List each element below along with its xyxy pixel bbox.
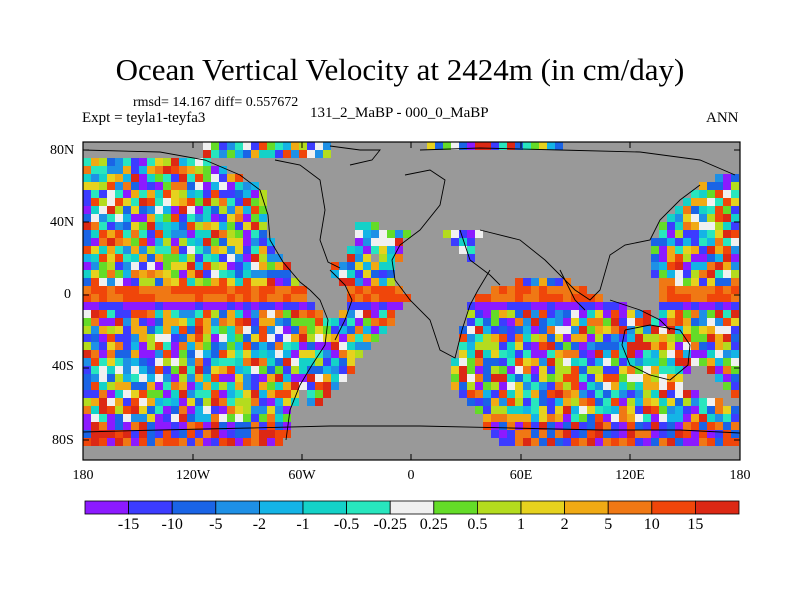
lon-label-120w: 120W [175, 468, 211, 483]
season-text: ANN [706, 110, 739, 126]
map-title: Ocean Vertical Velocity at 2424m (in cm/… [115, 52, 685, 87]
colorbar-label: 10 [643, 516, 660, 533]
colorbar-label: 15 [687, 516, 704, 533]
colorbar-label: -10 [161, 516, 183, 533]
lon-label-60e: 60E [509, 468, 533, 483]
colorbar-swatch [564, 500, 609, 515]
colorbar-swatch [476, 500, 522, 515]
colorbar-label: 5 [604, 516, 613, 533]
colorbar-label: -0.25 [373, 516, 407, 533]
lon-label-120e: 120E [615, 468, 645, 483]
colorbar-label: -5 [209, 516, 223, 533]
stats-text: rmsd= 14.167 diff= 0.557672 [133, 95, 299, 110]
colorbar-swatch [520, 500, 565, 515]
lat-label-40n: 40N [50, 215, 75, 230]
lon-label-0: 0 [407, 468, 415, 483]
lon-label-180e: 180 [729, 468, 751, 483]
colorbar-label: 2 [560, 516, 569, 533]
experiment-text: Expt = teyla1-teyfa3 [82, 110, 206, 126]
colorbar-label: -0.5 [333, 516, 360, 533]
colorbar-swatch [433, 500, 478, 515]
colorbar-label: 0.25 [419, 516, 448, 533]
colorbar-label: 1 [517, 516, 525, 533]
colorbar-swatch [651, 500, 696, 515]
colorbar-swatch [84, 500, 129, 515]
colorbar-swatch [607, 500, 653, 515]
lat-label-80s: 80S [52, 433, 74, 448]
colorbar-swatch [128, 500, 173, 515]
case-text: 131_2_MaBP - 000_0_MaBP [310, 105, 489, 121]
colorbar-swatch [389, 500, 435, 515]
lon-label-180w: 180 [72, 468, 94, 483]
colorbar-swatch [302, 500, 347, 515]
colorbar-label: -15 [117, 516, 140, 533]
colorbar-label: -1 [296, 516, 310, 533]
colorbar-swatch [258, 500, 304, 515]
colorbar-swatch [215, 500, 260, 515]
lat-label-0: 0 [64, 287, 71, 302]
ocean-field [83, 142, 739, 446]
colorbar-swatch [171, 500, 217, 515]
colorbar-label: 0.5 [467, 516, 488, 533]
coastlines [83, 145, 740, 441]
colorbar-swatch [346, 500, 391, 515]
colorbar-swatch [695, 500, 740, 515]
map-plot-area [83, 142, 740, 460]
lat-label-80n: 80N [50, 143, 75, 158]
colorbar-label: -2 [252, 516, 267, 533]
lon-label-60w: 60W [288, 468, 316, 483]
lat-label-40s: 40S [52, 359, 74, 374]
colorbar [84, 500, 740, 515]
